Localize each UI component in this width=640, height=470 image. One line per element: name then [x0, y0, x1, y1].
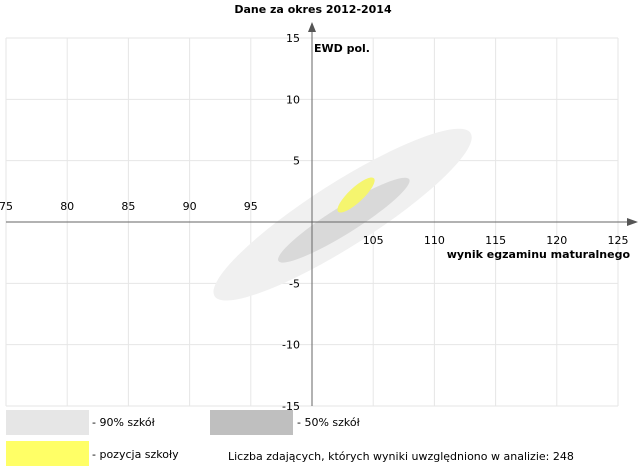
x-tick-label: 115 — [485, 234, 506, 247]
y-tick-label: -5 — [289, 277, 300, 290]
y-tick-label: 15 — [286, 32, 300, 45]
legend-label-90: - 90% szkół — [92, 416, 156, 429]
x-axis-arrow — [627, 218, 638, 226]
y-tick-label: -15 — [282, 400, 300, 413]
x-tick-label: 120 — [546, 234, 567, 247]
y-axis-arrow — [308, 22, 316, 32]
y-axis-label: EWD pol. — [314, 42, 370, 55]
y-tick-label: 10 — [286, 93, 300, 106]
y-tick-label: 5 — [293, 155, 300, 168]
y-tick-label: -10 — [282, 339, 300, 352]
region-school-position — [337, 177, 375, 213]
x-tick-label: 90 — [183, 200, 197, 213]
x-tick-label: 110 — [424, 234, 445, 247]
x-axis-label: wynik egzaminu maturalnego — [447, 248, 631, 261]
legend-label-50: - 50% szkół — [297, 416, 361, 429]
x-tick-label: 105 — [363, 234, 384, 247]
x-tick-label: 80 — [60, 200, 74, 213]
legend-swatch-school — [6, 441, 89, 466]
x-tick-label: 95 — [244, 200, 258, 213]
regions — [213, 128, 472, 301]
region-50-percent — [278, 177, 410, 263]
x-tick-label: 85 — [121, 200, 135, 213]
legend-note: Liczba zdających, których wyniki uwzględ… — [228, 450, 574, 463]
axes — [6, 22, 638, 406]
legend-swatch-50 — [210, 410, 293, 435]
x-tick-label: 75 — [0, 200, 13, 213]
chart-title: Dane za okres 2012-2014 — [234, 3, 392, 16]
legend-swatch-90 — [6, 410, 89, 435]
x-tick-label: 125 — [608, 234, 629, 247]
legend: - 90% szkół - 50% szkół - pozycja szkoły… — [6, 410, 574, 466]
legend-label-school: - pozycja szkoły — [92, 448, 179, 461]
